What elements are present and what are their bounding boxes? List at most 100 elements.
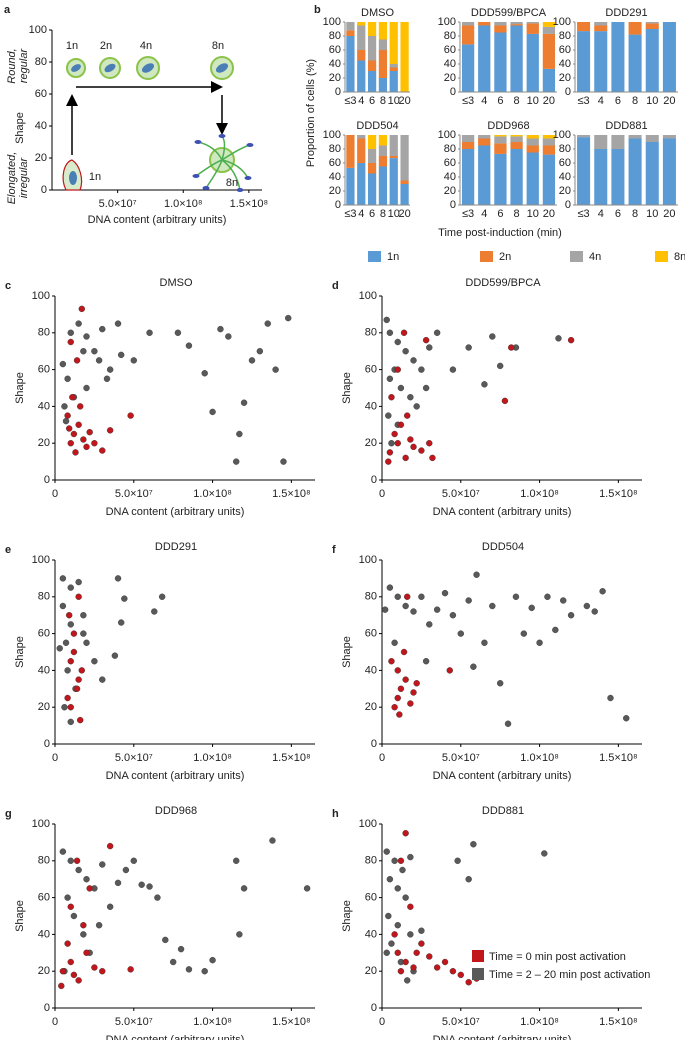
point xyxy=(391,857,398,864)
point xyxy=(138,881,145,888)
bar-segment xyxy=(367,60,377,71)
point xyxy=(465,597,472,604)
point xyxy=(501,397,509,405)
point xyxy=(217,325,224,333)
point xyxy=(272,366,279,373)
y-tick-label: 60 xyxy=(35,88,47,100)
cell-label: 1n xyxy=(89,171,101,183)
point xyxy=(441,958,449,966)
bar-segment xyxy=(526,145,539,153)
bar-segment xyxy=(542,33,556,69)
point xyxy=(64,694,71,702)
x-tick-label: 1.5×10⁸ xyxy=(230,198,269,210)
point xyxy=(209,408,216,416)
point xyxy=(70,912,78,920)
point xyxy=(303,885,311,892)
bar-segment xyxy=(526,23,539,34)
bar-segment xyxy=(542,68,556,92)
flagellum xyxy=(205,159,223,189)
panel-label: d xyxy=(332,280,339,292)
point xyxy=(240,885,248,892)
point xyxy=(402,894,409,901)
bar-segment xyxy=(542,145,556,155)
x-tick-label: 20 xyxy=(398,208,410,220)
axis-line xyxy=(54,296,315,481)
point xyxy=(394,949,401,956)
cell-label: 2n xyxy=(100,40,112,52)
point xyxy=(117,619,125,626)
point xyxy=(86,885,93,892)
bar-segment xyxy=(400,135,409,181)
point xyxy=(407,436,414,443)
y-tick-label: 100 xyxy=(553,16,571,28)
x-tick-label: 1.0×10⁸ xyxy=(520,752,559,764)
y-tick-label: 100 xyxy=(438,129,456,141)
y-tick-label: 0 xyxy=(335,86,341,98)
point xyxy=(410,964,417,971)
point xyxy=(67,329,74,336)
y-tick-label: 40 xyxy=(444,58,456,70)
x-tick-label: ≤3 xyxy=(462,95,474,107)
point xyxy=(177,945,185,953)
y-axis-label: Shape xyxy=(14,636,26,668)
x-axis-label: DNA content (arbitrary units) xyxy=(106,770,245,782)
point xyxy=(80,630,87,637)
point xyxy=(422,384,430,392)
point xyxy=(544,593,551,600)
flagellum xyxy=(221,159,241,191)
axis-line xyxy=(344,22,410,93)
y-tick-label: 20 xyxy=(444,72,456,84)
bar-segment xyxy=(494,22,507,26)
y-annotation: irregular xyxy=(18,156,30,198)
y-tick-label: 20 xyxy=(35,152,47,164)
y-tick-label: 60 xyxy=(365,364,377,376)
point xyxy=(78,667,85,674)
y-tick-label: 40 xyxy=(38,928,50,940)
x-axis-label: DNA content (arbitrary units) xyxy=(433,506,572,518)
point xyxy=(117,351,125,359)
legend-swatch xyxy=(472,950,484,962)
x-tick-label: 5.0×10⁷ xyxy=(115,1016,153,1028)
bar-segment xyxy=(367,173,377,205)
bar-segment xyxy=(400,180,409,184)
point xyxy=(404,412,411,419)
chart-title: DDD968 xyxy=(155,805,197,817)
y-annotation: Round, xyxy=(6,48,18,83)
legend-swatch xyxy=(480,251,493,262)
y-tick-label: 100 xyxy=(359,818,377,830)
cell-label: 1n xyxy=(66,40,78,52)
kinetoplast xyxy=(244,176,252,180)
x-tick-label: 10 xyxy=(527,208,539,220)
bar-segment xyxy=(367,135,377,149)
point xyxy=(388,394,395,401)
bar-segment xyxy=(357,138,366,163)
point xyxy=(400,648,408,656)
y-tick-label: 60 xyxy=(365,892,377,904)
point xyxy=(201,968,208,975)
bar-segment xyxy=(357,22,366,26)
bar-segment xyxy=(378,135,388,146)
point xyxy=(388,940,395,947)
point xyxy=(386,329,394,336)
y-tick-label: 80 xyxy=(365,591,377,603)
cell-label: 8n xyxy=(212,40,224,52)
x-tick-label: 0 xyxy=(52,752,58,764)
cell-label: 8n xyxy=(226,177,238,189)
point xyxy=(397,421,405,428)
point xyxy=(404,977,411,984)
x-tick-label: 8 xyxy=(514,95,520,107)
y-axis-label: Proportion of cells (%) xyxy=(305,59,317,167)
point xyxy=(67,584,74,591)
y-axis-label: Shape xyxy=(14,372,26,404)
point xyxy=(481,639,488,646)
point xyxy=(555,335,562,342)
y-tick-label: 40 xyxy=(329,171,341,183)
point xyxy=(397,968,405,975)
bar-segment xyxy=(594,31,608,93)
y-tick-label: 80 xyxy=(559,143,571,155)
bar-segment xyxy=(478,145,491,205)
axis-line xyxy=(54,824,315,1009)
point xyxy=(394,667,401,674)
point xyxy=(59,575,67,582)
point xyxy=(391,430,398,438)
